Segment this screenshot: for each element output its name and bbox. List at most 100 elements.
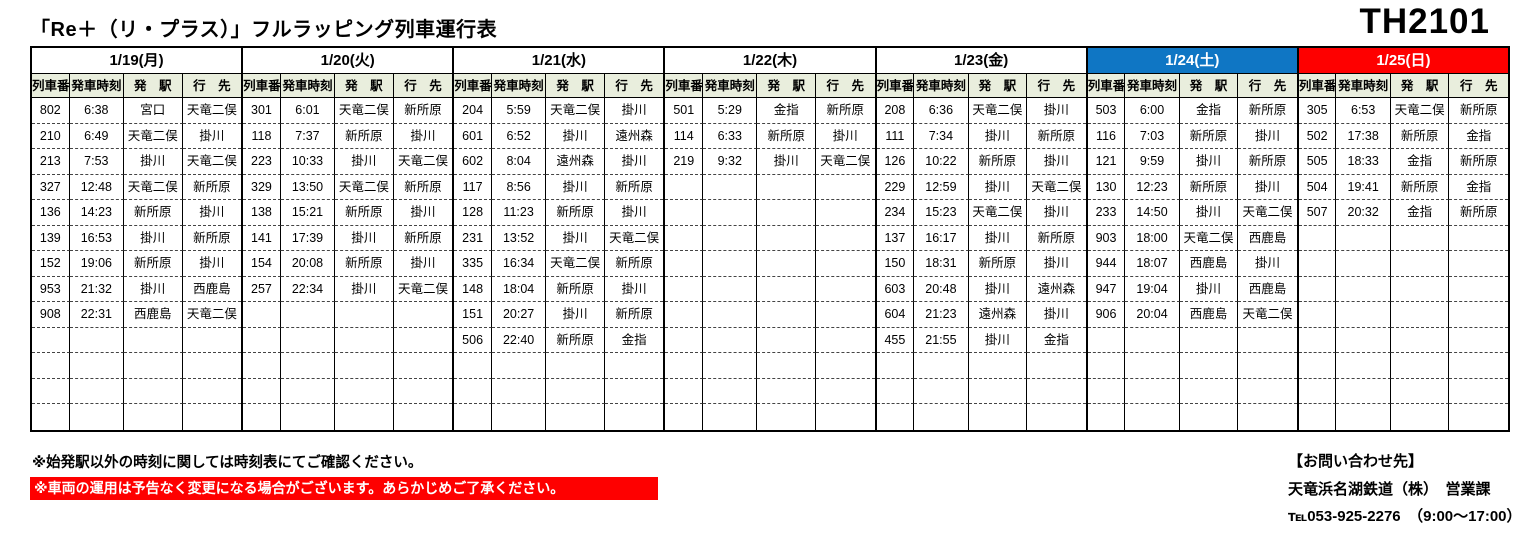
- origin-station-cell: 新所原: [968, 149, 1028, 175]
- departure-time-cell: 17:38: [1336, 123, 1391, 149]
- departure-time-cell: 22:40: [491, 327, 547, 353]
- origin-station-cell: [1390, 276, 1450, 302]
- column-header: 行 先: [393, 74, 453, 98]
- origin-station-cell: [1180, 404, 1239, 430]
- column-header-row: 列車番 発車時刻発 駅行 先: [243, 74, 453, 98]
- departure-time-cell: 6:36: [914, 98, 969, 124]
- origin-station-cell: [757, 404, 816, 430]
- origin-station-cell: 天竜二俣: [1179, 225, 1239, 251]
- origin-station-cell: [335, 378, 394, 404]
- origin-station-cell: [546, 353, 605, 379]
- departure-time-cell: [69, 327, 125, 353]
- destination-cell: 掛川: [393, 200, 453, 226]
- day-group-thu: 1/22(木) 列車番 発車時刻発 駅行 先 501 5:29 金指 新所原 114 6:33 新…: [665, 48, 877, 430]
- train-number-cell: 213: [32, 149, 70, 175]
- destination-cell: 掛川: [604, 98, 664, 124]
- origin-station-cell: 天竜二俣: [124, 123, 183, 149]
- departure-time-cell: [703, 378, 758, 404]
- train-number-cell: 148: [454, 276, 492, 302]
- origin-station-cell: 新所原: [335, 123, 394, 149]
- train-row: [665, 302, 875, 328]
- origin-station-cell: 新所原: [968, 251, 1028, 277]
- train-row: 219 9:32 掛川 天竜二俣: [665, 149, 875, 175]
- train-row: 944 18:07 西鹿島 掛川: [1087, 251, 1297, 277]
- train-number-cell: [454, 353, 492, 379]
- column-header: 列車番: [32, 74, 70, 98]
- train-number-cell: [1298, 225, 1337, 251]
- train-number-cell: [243, 327, 281, 353]
- train-number-cell: 906: [1087, 302, 1126, 328]
- train-number-cell: 947: [1087, 276, 1126, 302]
- departure-time-cell: 6:33: [703, 123, 758, 149]
- train-row: [32, 404, 241, 430]
- destination-cell: [1238, 404, 1297, 430]
- departure-time-cell: 16:53: [69, 225, 125, 251]
- destination-cell: 西鹿島: [1238, 277, 1297, 302]
- departure-time-cell: [1336, 302, 1391, 328]
- origin-station-cell: 新所原: [124, 251, 183, 277]
- departure-time-cell: [280, 378, 336, 404]
- column-header: 発 駅: [546, 74, 605, 98]
- column-header: 行 先: [604, 74, 664, 98]
- origin-station-cell: 天竜二俣: [335, 174, 394, 200]
- train-number-cell: [1298, 327, 1337, 353]
- departure-time-cell: [1336, 251, 1391, 277]
- train-row: [32, 353, 242, 379]
- contact-company: 天竜浜名湖鉄道（株） 営業課: [1288, 480, 1491, 498]
- destination-cell: [816, 379, 875, 404]
- train-row: [665, 276, 875, 302]
- destination-cell: 掛川: [604, 277, 664, 302]
- origin-station-cell: 掛川: [335, 149, 394, 175]
- departure-time-cell: 14:23: [69, 200, 125, 226]
- destination-cell: 掛川: [816, 124, 875, 149]
- origin-station-cell: 掛川: [124, 225, 183, 251]
- origin-station-cell: 西鹿島: [1179, 302, 1239, 328]
- train-row: 141 17:39 掛川 新所原: [243, 225, 453, 251]
- destination-cell: 新所原: [393, 98, 453, 124]
- destination-cell: 天竜二俣: [1027, 175, 1086, 200]
- origin-station-cell: 新所原: [335, 251, 394, 277]
- origin-station-cell: 掛川: [968, 225, 1028, 251]
- departure-time-cell: [69, 378, 125, 404]
- column-header-row: 列車番 発車時刻発 駅行 先: [32, 74, 242, 98]
- destination-cell: 新所原: [1449, 200, 1508, 226]
- train-number-cell: [243, 404, 281, 430]
- departure-time-cell: 9:32: [703, 149, 758, 175]
- day-group-sat: 1/24(土) 列車番 発車時刻発 駅行 先 503 6:00 金指 新所原 116 7:03 新…: [1087, 48, 1299, 430]
- departure-time-cell: [491, 353, 547, 379]
- destination-cell: [1238, 353, 1297, 379]
- destination-cell: 天竜二俣: [1238, 302, 1297, 328]
- departure-time-cell: 22:31: [69, 302, 125, 328]
- train-number-cell: 506: [454, 327, 492, 353]
- departure-time-cell: 19:41: [1336, 174, 1391, 200]
- departure-time-cell: [492, 404, 547, 430]
- destination-cell: 掛川: [1238, 175, 1297, 200]
- destination-cell: [1449, 353, 1508, 379]
- origin-station-cell: [968, 353, 1028, 379]
- origin-station-cell: 掛川: [335, 225, 394, 251]
- train-number-cell: [32, 378, 70, 404]
- destination-cell: 掛川: [1027, 98, 1086, 124]
- train-row: [454, 353, 664, 379]
- departure-time-cell: [69, 353, 125, 379]
- column-header-row: 列車番 発車時刻発 駅行 先: [876, 74, 1086, 98]
- train-row: [1299, 404, 1508, 430]
- train-row: 301 6:01 天竜二俣 新所原: [243, 98, 453, 124]
- train-row: 213 7:53 掛川 天竜二俣: [32, 149, 242, 175]
- column-header: 行 先: [1449, 74, 1508, 98]
- train-number-cell: [1087, 327, 1126, 353]
- departure-time-cell: [703, 174, 758, 200]
- train-number-cell: 139: [32, 225, 70, 251]
- departure-time-cell: 20:27: [491, 302, 547, 328]
- departure-time-cell: [703, 225, 758, 251]
- destination-cell: [393, 302, 453, 328]
- departure-time-cell: [1336, 327, 1391, 353]
- day-header-thu: 1/22(木): [665, 48, 875, 74]
- destination-cell: 金指: [1449, 175, 1508, 200]
- train-row: 208 6:36 天竜二俣 掛川: [876, 98, 1086, 124]
- origin-station-cell: 新所原: [1179, 123, 1239, 149]
- train-number-cell: 503: [1087, 98, 1126, 124]
- origin-station-cell: 天竜二俣: [546, 98, 605, 124]
- train-row: 507 20:32 金指 新所原: [1298, 200, 1508, 226]
- train-number-cell: 908: [32, 302, 70, 328]
